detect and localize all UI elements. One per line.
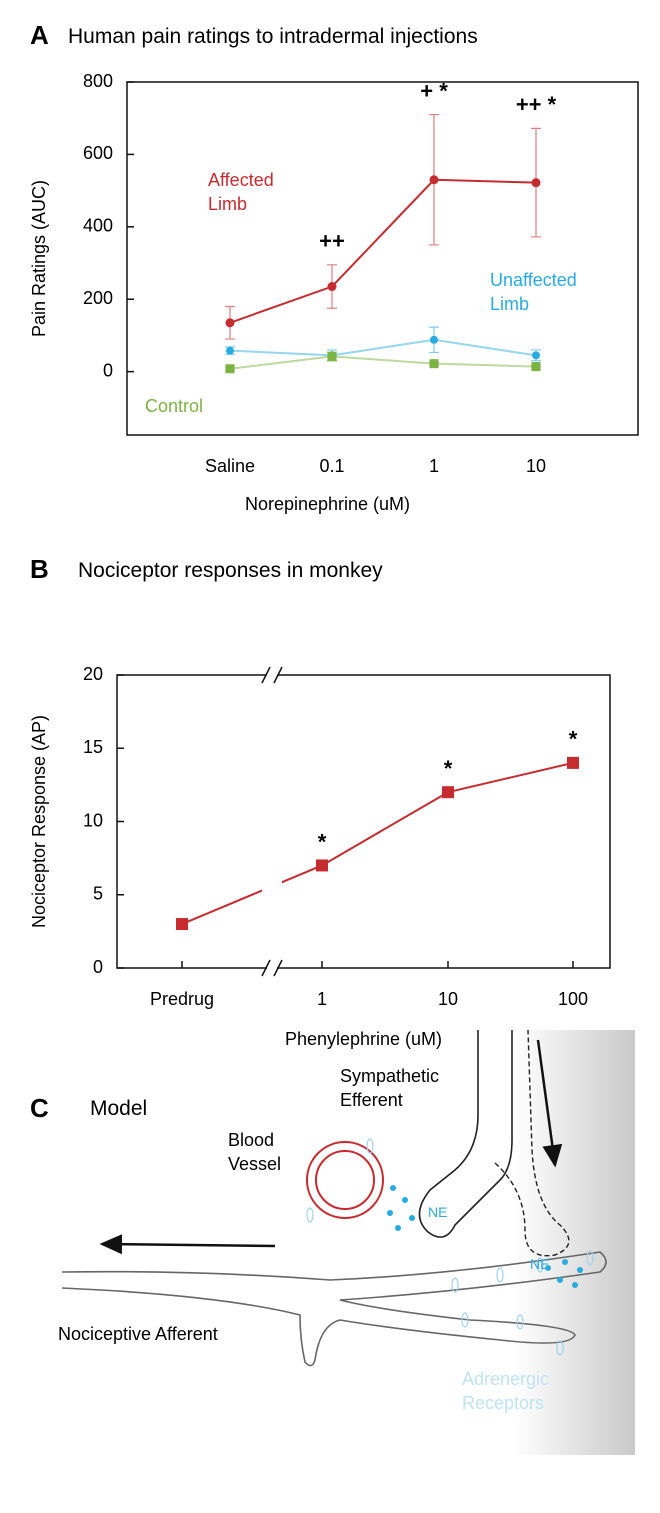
series-line: [229, 355, 537, 370]
panel-letter: C: [30, 1093, 49, 1123]
annotation: *: [569, 727, 578, 752]
marker: [176, 918, 188, 931]
x-tick-label: 1: [317, 989, 327, 1009]
y-tick-label: 0: [103, 360, 113, 380]
y-axis-title: Nociceptor Response (AP): [29, 715, 49, 928]
annotation: + *: [420, 78, 448, 103]
receptors: [306, 1138, 594, 1356]
axis-break-gap: [267, 671, 277, 679]
x-axis-title: Norepinephrine (uM): [245, 494, 410, 514]
chart-title: Nociceptor responses in monkey: [78, 559, 383, 582]
axis-break: [261, 666, 283, 684]
x-tick-label: 10: [526, 456, 546, 476]
marker: [442, 786, 454, 799]
y-tick-label: 600: [83, 143, 113, 163]
x-tick-label: Saline: [205, 456, 255, 476]
y-tick-label: 200: [83, 288, 113, 308]
ne-label: NE: [428, 1204, 448, 1220]
axis-break: [261, 959, 283, 977]
marker: [327, 351, 337, 361]
y-tick-label: 20: [83, 664, 103, 684]
marker: [429, 359, 439, 369]
marker: [429, 175, 439, 185]
annotation: *: [318, 829, 327, 854]
gradient-zone: [515, 1030, 635, 1455]
x-tick-label: 1: [429, 456, 439, 476]
series-line: [229, 178, 537, 324]
diagram-title: Model: [90, 1097, 148, 1120]
annotation: *: [444, 756, 453, 781]
marker: [225, 364, 235, 374]
sympathetic-label: Sympathetic Efferent: [340, 1066, 440, 1110]
series-label: Control: [145, 396, 204, 416]
afferent-label: Nociceptive Afferent: [58, 1324, 218, 1344]
series-label: Unaffected Limb: [490, 270, 577, 314]
ne-label: NE: [530, 1256, 550, 1272]
chart-title: Human pain ratings to intradermal inject…: [68, 25, 478, 48]
axis-break-gap: [267, 964, 277, 972]
panel-letter: B: [30, 554, 49, 584]
series-line: [229, 338, 537, 357]
marker: [226, 346, 234, 355]
y-tick-label: 5: [93, 884, 103, 904]
marker: [327, 282, 337, 292]
annotation: ++: [319, 229, 345, 254]
y-tick-label: 800: [83, 71, 113, 91]
y-tick-label: 15: [83, 737, 103, 757]
marker: [430, 335, 438, 344]
vessel-outer: [306, 1141, 384, 1219]
marker: [532, 351, 540, 360]
x-axis-title: Phenylephrine (uM): [285, 1029, 442, 1049]
x-tick-label: 0.1: [319, 456, 344, 476]
x-tick-label: 100: [558, 989, 588, 1009]
line-break-gap: [262, 705, 282, 938]
marker: [225, 318, 235, 328]
vessel-inner: [315, 1150, 375, 1210]
vessel-label: Blood Vessel: [228, 1130, 282, 1174]
arrow-left: [99, 1234, 276, 1255]
marker: [316, 859, 328, 872]
sympathetic-efferent: [418, 1030, 513, 1238]
y-tick-label: 0: [93, 957, 103, 977]
annotation: ++ *: [516, 92, 557, 117]
arrow-down: [536, 1039, 563, 1168]
marker: [567, 756, 579, 769]
y-tick-label: 400: [83, 216, 113, 236]
receptors-label: Adrenergic Receptors: [462, 1369, 550, 1413]
nociceptive-afferent: [61, 1251, 607, 1367]
marker: [531, 178, 541, 188]
panel-letter: A: [30, 20, 49, 50]
y-axis-title: Pain Ratings (AUC): [29, 180, 49, 337]
x-tick-label: Predrug: [150, 989, 214, 1009]
x-tick-label: 10: [438, 989, 458, 1009]
plot-frame: [116, 674, 611, 969]
series-line: [181, 761, 574, 925]
y-tick-label: 10: [83, 810, 103, 830]
plot-frame: [126, 81, 639, 436]
model-diagram: [61, 1029, 635, 1455]
series-label: Affected Limb: [208, 170, 274, 214]
ne-dots: [387, 1185, 583, 1288]
marker: [531, 362, 541, 372]
efferent-dashed: [494, 1029, 570, 1257]
